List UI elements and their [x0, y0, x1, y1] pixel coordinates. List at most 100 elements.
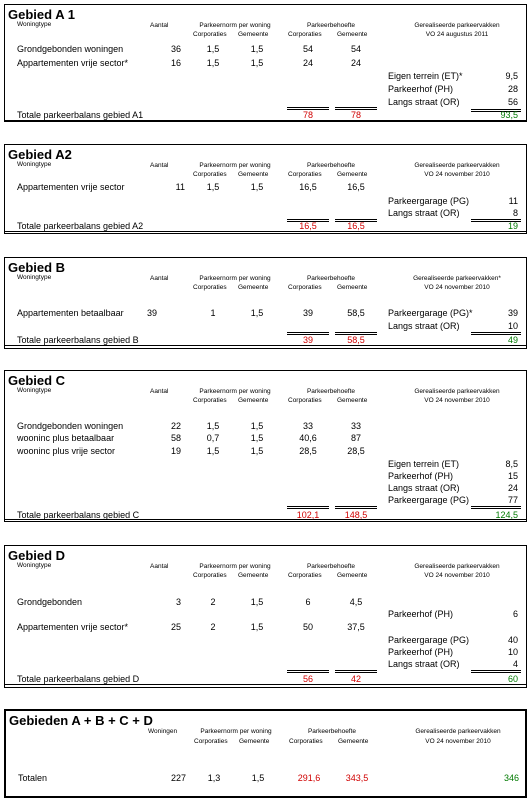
row-type: Appartementen vrije sector — [17, 182, 125, 192]
double-rule-vakken — [471, 670, 521, 673]
col-header-parkeernorm: Parkeernorm per woning — [199, 388, 271, 395]
row-type: Appartementen betaalbaar — [17, 308, 124, 318]
col-header-gemeente-behoefte: Gemeente — [338, 738, 369, 745]
double-rule-corporaties — [287, 506, 329, 509]
totalen-norm-corporaties: 1,3 — [207, 773, 221, 783]
total-gemeente: 148,5 — [344, 510, 368, 520]
col-header-gemeente: Gemeente — [238, 397, 269, 404]
col-header-parkeerbehoefte: Parkeerbehoefte — [306, 563, 356, 570]
vak-value: 56 — [507, 97, 518, 107]
double-rule-vakken — [471, 219, 521, 222]
section-title: Gebied A 1 — [8, 7, 75, 22]
row-behoefte-gemeente: 58,5 — [347, 308, 365, 318]
row-norm-corporaties: 1,5 — [206, 421, 220, 431]
col-header-gemeente-behoefte: Gemeente — [337, 397, 368, 404]
col-header-parkeerbehoefte: Parkeerbehoefte — [306, 22, 356, 29]
row-behoefte-corporaties: 28,5 — [299, 446, 317, 456]
row-aantal: 25 — [170, 622, 181, 632]
total-corporaties: 39 — [302, 335, 313, 345]
col-header-aantal: Aantal — [150, 388, 169, 395]
total-corporaties: 16,5 — [299, 221, 317, 231]
row-behoefte-corporaties: 39 — [302, 308, 313, 318]
col-header-gerealiseerd: Gerealiseerde parkeervakken — [415, 728, 501, 735]
section-gebied-c: Gebied C Woningtype Aantal Parkeernorm p… — [4, 370, 527, 522]
col-header-aantal: Aantal — [150, 162, 169, 169]
double-rule-vakken — [471, 332, 521, 335]
col-header-corporaties: Corporaties — [193, 397, 227, 404]
totalen-behoefte-corporaties: 291,6 — [297, 773, 321, 783]
col-header-parkeerbehoefte: Parkeerbehoefte — [306, 388, 356, 395]
row-norm-gemeente: 1,5 — [250, 446, 264, 456]
row-behoefte-corporaties: 54 — [302, 44, 313, 54]
col-header-gerealiseerd: Gerealiseerde parkeervakken — [414, 388, 500, 395]
vak-label: Parkeerhof (PH) — [388, 609, 454, 619]
section-gebied-b: Gebied B Woningtype Aantal Parkeernorm p… — [4, 257, 527, 349]
row-type: Grondgebonden — [17, 597, 83, 607]
col-header-corporaties: Corporaties — [194, 738, 228, 745]
row-behoefte-gemeente: 33 — [350, 421, 361, 431]
vak-label: Parkeergarage (PG) — [388, 635, 470, 645]
row-behoefte-gemeente: 24 — [350, 58, 361, 68]
vak-value: 40 — [507, 635, 518, 645]
totalen-behoefte-gemeente: 343,5 — [345, 773, 369, 783]
total-corporaties: 78 — [302, 110, 313, 120]
total-rule — [5, 519, 526, 520]
row-norm-corporaties: 2 — [210, 597, 216, 607]
row-norm-gemeente: 1,5 — [250, 308, 264, 318]
row-aantal: 11 — [175, 182, 185, 192]
col-header-gemeente: Gemeente — [238, 572, 269, 579]
vak-value: 11 — [508, 196, 518, 206]
row-type: Appartementen vrije sector* — [17, 622, 129, 632]
col-header-woningtype: Woningtype — [17, 274, 52, 281]
col-header-gerealiseerd: Gerealiseerde parkeervakken* — [413, 275, 501, 282]
row-norm-gemeente: 1,5 — [250, 622, 264, 632]
total-rule — [5, 120, 526, 121]
row-behoefte-corporaties: 33 — [302, 421, 313, 431]
row-norm-gemeente: 1,5 — [250, 421, 264, 431]
col-header-gerealiseerd: Gerealiseerde parkeervakken — [414, 162, 500, 169]
vak-value: 77 — [507, 495, 518, 505]
row-norm-gemeente: 1,5 — [250, 433, 264, 443]
total-label: Totale parkeerbalans gebied D — [17, 674, 140, 684]
col-header-aantal: Aantal — [150, 275, 169, 282]
row-aantal: 3 — [175, 597, 181, 607]
totalen-aantal: 227 — [170, 773, 186, 783]
double-rule-corporaties — [287, 332, 329, 335]
col-header-datum: VO 24 november 2010 — [424, 572, 490, 579]
col-header-corporaties: Corporaties — [193, 31, 227, 38]
total-rule — [5, 684, 526, 685]
row-norm-corporaties: 1,5 — [206, 44, 220, 54]
col-header-aantal: Aantal — [150, 22, 169, 29]
total-vakken: 49 — [507, 335, 518, 345]
col-header-gemeente-behoefte: Gemeente — [337, 284, 368, 291]
row-type: wooninc plus vrije sector — [17, 446, 116, 456]
col-header-gemeente: Gemeente — [238, 284, 269, 291]
section-gebied-d: Gebied D Woningtype Aantal Parkeernorm p… — [4, 545, 527, 688]
col-header-gerealiseerd: Gerealiseerde parkeervakken — [414, 22, 500, 29]
double-rule-corporaties — [287, 670, 329, 673]
total-gemeente: 58,5 — [347, 335, 365, 345]
col-header-parkeernorm: Parkeernorm per woning — [200, 728, 272, 735]
total-label: Totale parkeerbalans gebied A1 — [17, 110, 144, 120]
row-type: wooninc plus betaalbaar — [17, 433, 115, 443]
total-vakken: 124,5 — [495, 510, 518, 520]
row-type: Appartementen vrije sector* — [17, 58, 129, 68]
col-header-parkeernorm: Parkeernorm per woning — [199, 275, 271, 282]
vak-label: Langs straat (OR) — [388, 483, 460, 493]
row-aantal: 22 — [170, 421, 181, 431]
col-header-gemeente-behoefte: Gemeente — [337, 572, 368, 579]
row-aantal: 58 — [170, 433, 181, 443]
vak-label: Parkeergarage (PG)* — [388, 308, 473, 318]
col-header-parkeerbehoefte: Parkeerbehoefte — [306, 275, 356, 282]
col-header-woningtype: Woningtype — [17, 387, 52, 394]
col-header-corporaties-behoefte: Corporaties — [289, 738, 323, 745]
col-header-gerealiseerd: Gerealiseerde parkeervakken — [414, 563, 500, 570]
summary-title: Gebieden A + B + C + D — [9, 713, 153, 728]
vak-label: Parkeergarage (PG) — [388, 196, 470, 206]
col-header-datum: VO 24 november 2010 — [424, 171, 490, 178]
vak-label: Langs straat (OR) — [388, 97, 460, 107]
section-gebied-a2: Gebied A2 Woningtype Aantal Parkeernorm … — [4, 144, 527, 234]
col-header-woningtype: Woningtype — [17, 161, 52, 168]
col-header-aantal: Aantal — [150, 563, 169, 570]
row-behoefte-gemeente: 87 — [350, 433, 361, 443]
